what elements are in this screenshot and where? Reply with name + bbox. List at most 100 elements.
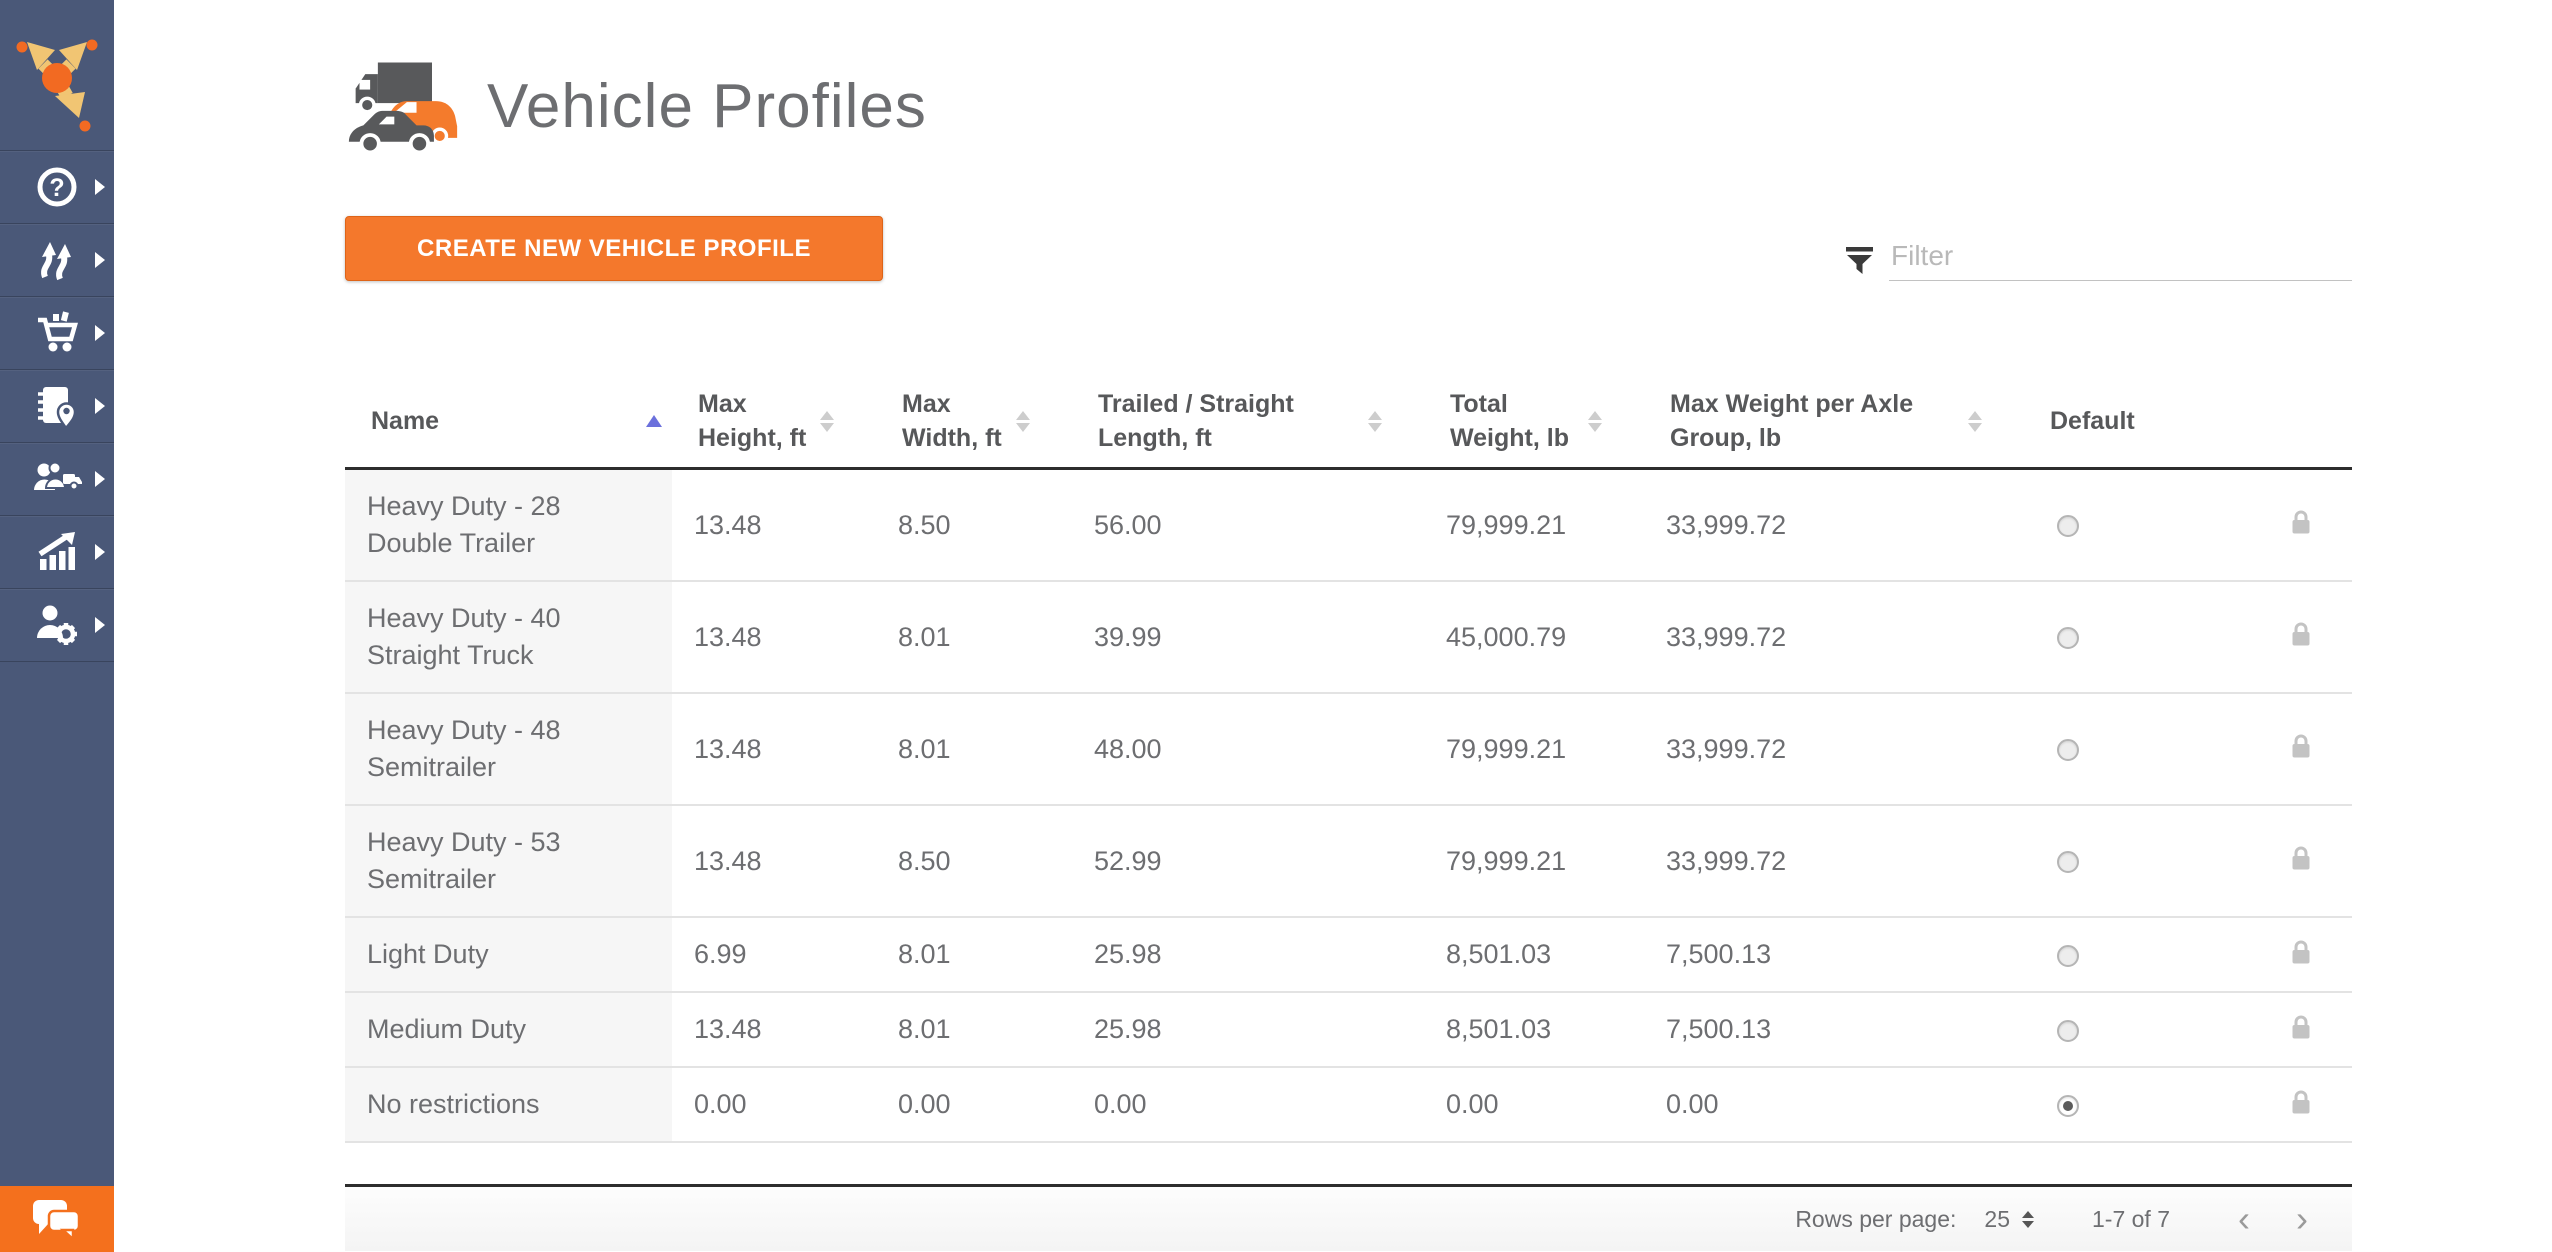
cell-name: Heavy Duty - 40 Straight Truck [345, 582, 672, 692]
team-vehicles-icon [34, 461, 82, 491]
column-label: Max Width, ft [902, 390, 1002, 452]
cell-name: Medium Duty [345, 993, 672, 1066]
cell-length: 39.99 [1094, 621, 1162, 652]
column-header-length[interactable]: Trailed / Straight Length, ft [1072, 387, 1424, 455]
default-radio[interactable] [2057, 739, 2079, 762]
sidebar-item-orders[interactable] [0, 297, 114, 370]
default-radio[interactable] [2057, 944, 2079, 967]
default-radio[interactable] [2057, 1094, 2079, 1117]
cell-total-weight: 79,999.21 [1446, 509, 1567, 540]
column-header-max-width[interactable]: Max Width, ft [876, 387, 1072, 455]
default-radio[interactable] [2057, 515, 2079, 538]
sort-indicator-icon [1368, 410, 1382, 432]
vehicles-group-icon [348, 62, 458, 155]
table-row[interactable]: Heavy Duty - 53 Semitrailer 13.48 8.50 5… [345, 806, 2352, 918]
chevron-right-icon [95, 471, 105, 487]
column-header-max-height[interactable]: Max Height, ft [672, 387, 876, 455]
app-logo[interactable] [0, 0, 114, 150]
pagination-range: 1-7 of 7 [2092, 1205, 2170, 1232]
live-chat-button[interactable] [0, 1186, 114, 1252]
cell-max-width: 8.01 [898, 939, 951, 969]
filter-funnel-icon [1846, 247, 1873, 274]
previous-page-button[interactable]: ‹ [2238, 1198, 2250, 1239]
cell-max-width: 8.01 [898, 733, 951, 764]
chevron-right-icon [95, 325, 105, 341]
chevron-right-icon [95, 398, 105, 414]
routes-icon [41, 242, 71, 281]
cell-max-height: 13.48 [694, 1014, 762, 1044]
cell-total-weight: 79,999.21 [1446, 845, 1567, 876]
cell-name: Heavy Duty - 28 Double Trailer [345, 470, 672, 580]
column-header-total-weight[interactable]: Total Weight, lb [1424, 387, 1644, 455]
default-radio[interactable] [2057, 627, 2079, 650]
sidebar-item-account[interactable] [0, 589, 114, 662]
column-header-default: Default [2024, 404, 2244, 438]
toolbar: CREATE NEW VEHICLE PROFILE [345, 216, 2352, 281]
sidebar-item-fleet[interactable] [0, 443, 114, 516]
column-header-name[interactable]: Name [345, 404, 672, 438]
cell-axle-weight: 7,500.13 [1666, 939, 1772, 969]
rows-per-page-select[interactable]: 25 [1984, 1206, 2034, 1233]
sidebar-item-help[interactable]: ? [0, 151, 114, 224]
chevron-right-icon [95, 252, 105, 268]
sort-indicator-icon [1588, 410, 1602, 432]
filter-field [1846, 236, 2352, 281]
column-label: Max Height, ft [698, 390, 807, 452]
table-row[interactable]: Heavy Duty - 48 Semitrailer 13.48 8.01 4… [345, 694, 2352, 806]
table-footer: Rows per page: 25 1-7 of 7 ‹ › [345, 1184, 2352, 1251]
cell-name: No restrictions [345, 1068, 672, 1141]
lock-icon [2292, 1090, 2310, 1113]
sidebar: ? [0, 0, 114, 1252]
table-row[interactable]: No restrictions 0.00 0.00 0.00 0.00 0.00 [345, 1068, 2352, 1143]
cell-axle-weight: 7,500.13 [1666, 1014, 1772, 1044]
chevron-right-icon [95, 544, 105, 560]
cell-name: Heavy Duty - 48 Semitrailer [345, 694, 672, 804]
lock-icon [2292, 940, 2310, 963]
sidebar-nav: ? [0, 150, 114, 662]
page-title: Vehicle Profiles [487, 71, 927, 141]
table-row[interactable]: Medium Duty 13.48 8.01 25.98 8,501.03 7,… [345, 993, 2352, 1068]
lock-icon [2292, 1015, 2310, 1038]
table-header-row: Name Max Height, ft Max Width, ft Traile… [345, 375, 2352, 470]
cell-axle-weight: 0.00 [1666, 1089, 1719, 1119]
chevron-right-icon [95, 179, 105, 195]
chevron-right-icon [95, 617, 105, 633]
cell-length: 0.00 [1094, 1089, 1147, 1119]
column-label: Trailed / Straight Length, ft [1098, 390, 1294, 452]
cell-length: 25.98 [1094, 939, 1162, 969]
next-page-button[interactable]: › [2296, 1198, 2308, 1239]
cell-name: Heavy Duty - 53 Semitrailer [345, 806, 672, 916]
create-vehicle-profile-button[interactable]: CREATE NEW VEHICLE PROFILE [345, 216, 883, 281]
cell-max-height: 13.48 [694, 733, 762, 764]
user-settings-icon [37, 605, 77, 645]
sidebar-item-routes[interactable] [0, 224, 114, 297]
filter-input[interactable] [1889, 236, 2352, 281]
column-header-lock [2244, 411, 2352, 432]
column-header-axle-weight[interactable]: Max Weight per Axle Group, lb [1644, 387, 2024, 455]
cell-max-width: 0.00 [898, 1089, 951, 1119]
cell-axle-weight: 33,999.72 [1666, 845, 1787, 876]
default-radio[interactable] [2057, 1019, 2079, 1042]
cell-axle-weight: 33,999.72 [1666, 621, 1787, 652]
sort-indicator-icon [646, 415, 662, 427]
cell-max-width: 8.01 [898, 621, 951, 652]
lock-icon [2292, 846, 2310, 870]
table-row[interactable]: Heavy Duty - 28 Double Trailer 13.48 8.5… [345, 470, 2352, 582]
cell-length: 56.00 [1094, 509, 1162, 540]
sort-indicator-icon [820, 410, 834, 432]
cell-axle-weight: 33,999.72 [1666, 733, 1787, 764]
cell-length: 52.99 [1094, 845, 1162, 876]
default-radio[interactable] [2057, 851, 2079, 874]
table-row[interactable]: Light Duty 6.99 8.01 25.98 8,501.03 7,50… [345, 918, 2352, 993]
cell-max-height: 0.00 [694, 1089, 747, 1119]
sidebar-item-address-book[interactable] [0, 370, 114, 443]
sidebar-item-reports[interactable] [0, 516, 114, 589]
cell-total-weight: 8,501.03 [1446, 1014, 1552, 1044]
main-content: Vehicle Profiles CREATE NEW VEHICLE PROF… [114, 0, 2552, 1252]
table-body: Heavy Duty - 28 Double Trailer 13.48 8.5… [345, 470, 2352, 1143]
address-book-pin-icon [38, 387, 77, 430]
analytics-chart-icon [38, 532, 75, 570]
table-row[interactable]: Heavy Duty - 40 Straight Truck 13.48 8.0… [345, 582, 2352, 694]
cell-total-weight: 45,000.79 [1446, 621, 1567, 652]
cell-axle-weight: 33,999.72 [1666, 509, 1787, 540]
